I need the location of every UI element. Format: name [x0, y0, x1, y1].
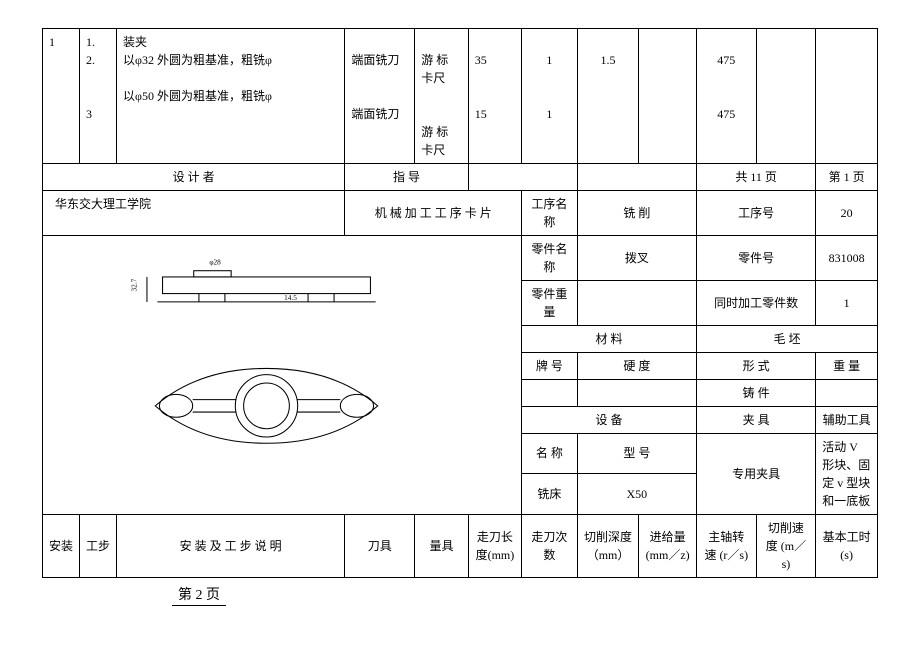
- process-card-table: 1 1. 2. 3 装夹 以φ32 外圆为粗基准，粗铣φ 以φ50 外圆为粗基准…: [42, 28, 878, 578]
- passes-col: 1 1: [522, 29, 578, 164]
- len-hdr: 走刀长度(mm): [468, 515, 521, 578]
- speed-col: [756, 29, 816, 164]
- proc-name-val: 铣 削: [577, 191, 696, 236]
- part-weight-val: [577, 281, 696, 326]
- install-hdr: 安装: [43, 515, 80, 578]
- diagram-cell: φ28 32.7 14.5: [43, 236, 522, 515]
- simul-label: 同时加工零件数: [696, 281, 815, 326]
- form-val: 铸 件: [696, 380, 815, 407]
- guide-label: 指 导: [345, 164, 468, 191]
- depth-col: 1.5: [577, 29, 639, 164]
- hard-val: [577, 380, 696, 407]
- hard-label: 硬 度: [577, 353, 696, 380]
- blank-label: 毛 坯: [696, 326, 877, 353]
- len-col: 35 15: [468, 29, 521, 164]
- weight-val: [816, 380, 878, 407]
- part-weight-label: 零件重量: [522, 281, 578, 326]
- step-nums: 1. 2. 3: [80, 29, 117, 164]
- part-diagram: φ28 32.7 14.5: [43, 252, 521, 497]
- part-no-label: 零件号: [696, 236, 815, 281]
- svg-text:φ28: φ28: [209, 259, 221, 267]
- part-name-label: 零件名称: [522, 236, 578, 281]
- feed-col: [639, 29, 697, 164]
- weight-label: 重 量: [816, 353, 878, 380]
- aux-label: 辅助工具: [816, 407, 878, 434]
- proc-no-label: 工序号: [696, 191, 815, 236]
- step-hdr: 工步: [80, 515, 117, 578]
- fixture-label: 夹 具: [696, 407, 815, 434]
- rpm-hdr: 主轴转速 (r／s): [696, 515, 756, 578]
- equip-name-label: 名 称: [522, 434, 578, 474]
- tool-col: 端面铣刀 端面铣刀: [345, 29, 415, 164]
- aux-val: 活动 V 形块、固定 v 型块和一底板: [816, 434, 878, 515]
- form-label: 形 式: [696, 353, 815, 380]
- equip-label: 设 备: [522, 407, 697, 434]
- simul-val: 1: [816, 281, 878, 326]
- rpm-col: 475 475: [696, 29, 756, 164]
- speed-hdr: 切削速度 (m／s): [756, 515, 816, 578]
- page-no: 第 1 页: [816, 164, 878, 191]
- svg-text:32.7: 32.7: [131, 279, 139, 292]
- proc-no-val: 20: [816, 191, 878, 236]
- school: 华东交大理工学院: [43, 191, 345, 236]
- tool-hdr: 刀具: [345, 515, 415, 578]
- step-desc: 装夹 以φ32 外圆为粗基准，粗铣φ 以φ50 外圆为粗基准，粗铣φ: [117, 29, 345, 164]
- svg-text:14.5: 14.5: [284, 294, 297, 302]
- feed-hdr: 进给量 (mm／z): [639, 515, 697, 578]
- gauge-col: 游 标 卡尺 游 标 卡尺: [415, 29, 468, 164]
- part-no-val: 831008: [816, 236, 878, 281]
- grade-label: 牌 号: [522, 353, 578, 380]
- seq-no: 1: [43, 29, 80, 164]
- passes-hdr: 走刀次数: [522, 515, 578, 578]
- time-col: [816, 29, 878, 164]
- gauge-hdr: 量具: [415, 515, 468, 578]
- total-pages: 共 11 页: [696, 164, 815, 191]
- equip-model-label: 型 号: [577, 434, 696, 474]
- designer-label: 设 计 者: [43, 164, 345, 191]
- page-footer: 第 2 页: [42, 584, 878, 604]
- depth-hdr: 切削深度（mm）: [577, 515, 639, 578]
- blank-cell-1: [577, 164, 696, 191]
- equip-name-val: 铣床: [522, 473, 578, 514]
- fixture-val: 专用夹具: [696, 434, 815, 515]
- time-hdr: 基本工时 (s): [816, 515, 878, 578]
- desc-hdr: 安 装 及 工 步 说 明: [117, 515, 345, 578]
- equip-model-val: X50: [577, 473, 696, 514]
- proc-name-label: 工序名称: [522, 191, 578, 236]
- material-label: 材 料: [522, 326, 697, 353]
- card-title: 机 械 加 工 工 序 卡 片: [345, 191, 522, 236]
- part-name-val: 拨叉: [577, 236, 696, 281]
- guide-val: [468, 164, 577, 191]
- grade-val: [522, 380, 578, 407]
